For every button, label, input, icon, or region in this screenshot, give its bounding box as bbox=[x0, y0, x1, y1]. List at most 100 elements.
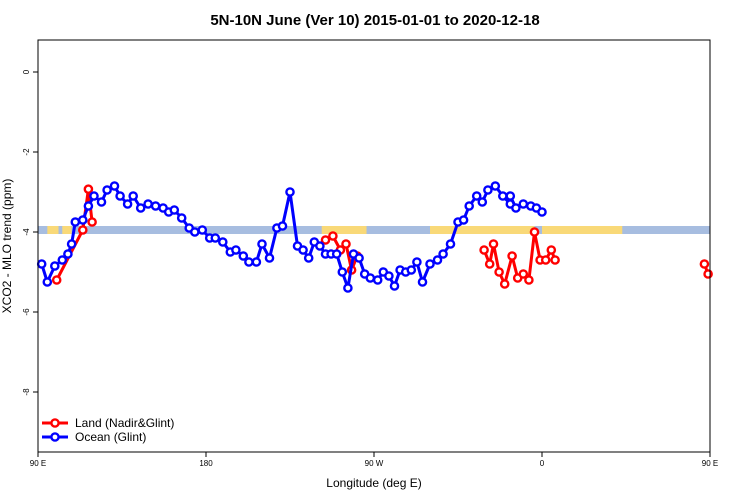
data-point bbox=[464, 201, 475, 211]
data-point bbox=[483, 185, 493, 195]
data-point bbox=[87, 217, 97, 227]
data-point bbox=[315, 241, 325, 251]
x-tick-label: 90 W bbox=[365, 459, 384, 468]
data-point bbox=[445, 239, 456, 249]
y-tick-label: 0 bbox=[22, 69, 31, 74]
data-point bbox=[507, 251, 517, 261]
data-point bbox=[51, 275, 62, 285]
data-point bbox=[341, 239, 351, 249]
data-point bbox=[384, 271, 394, 281]
data-point bbox=[372, 275, 383, 285]
data-point bbox=[494, 267, 504, 277]
land-band bbox=[321, 226, 367, 234]
data-point bbox=[102, 185, 112, 195]
land-band bbox=[62, 226, 72, 234]
data-point bbox=[471, 191, 482, 201]
data-point bbox=[343, 283, 353, 293]
data-point bbox=[425, 259, 435, 269]
data-point bbox=[303, 253, 314, 263]
y-axis: 0 -2 -4 -6 -8 bbox=[22, 69, 38, 396]
data-point bbox=[537, 207, 547, 217]
data-point bbox=[505, 191, 516, 201]
data-point bbox=[529, 227, 540, 237]
data-point bbox=[285, 187, 295, 197]
data-point bbox=[331, 249, 342, 259]
data-point bbox=[389, 281, 400, 291]
legend-swatch-marker bbox=[50, 418, 60, 428]
data-point bbox=[511, 203, 521, 213]
data-point bbox=[550, 255, 560, 265]
data-point bbox=[135, 203, 146, 213]
data-point bbox=[484, 259, 495, 269]
data-point bbox=[499, 279, 510, 289]
y-axis-label: XCO2 - MLO trend (ppm) bbox=[0, 179, 14, 314]
legend-label: Land (Nadir&Glint) bbox=[75, 416, 174, 430]
data-point bbox=[231, 245, 241, 255]
legend-label: Ocean (Glint) bbox=[75, 430, 146, 444]
data-point bbox=[36, 259, 47, 269]
data-point bbox=[109, 181, 120, 191]
data-point bbox=[217, 237, 228, 247]
data-point bbox=[66, 239, 77, 249]
legend-entry: Ocean (Glint) bbox=[42, 430, 146, 444]
data-point bbox=[176, 213, 187, 223]
data-point bbox=[432, 255, 443, 265]
data-point bbox=[277, 221, 288, 231]
data-point bbox=[238, 251, 249, 261]
data-point bbox=[143, 199, 153, 209]
data-point bbox=[78, 215, 88, 225]
data-point bbox=[328, 231, 338, 241]
data-point bbox=[42, 277, 53, 287]
y-tick-label: -6 bbox=[22, 308, 31, 316]
data-point bbox=[497, 191, 508, 201]
series-ocean bbox=[36, 181, 547, 293]
data-point bbox=[89, 191, 99, 201]
data-point bbox=[518, 269, 529, 279]
data-point bbox=[78, 225, 88, 235]
y-tick-label: -4 bbox=[22, 228, 31, 236]
data-point bbox=[524, 275, 534, 285]
land-ocean-mask bbox=[38, 226, 710, 234]
data-point bbox=[57, 255, 68, 265]
x-axis-label: Longitude (deg E) bbox=[326, 476, 421, 490]
x-tick-label: 90 E bbox=[30, 459, 46, 468]
data-point bbox=[115, 191, 125, 201]
data-point bbox=[546, 245, 557, 255]
data-point bbox=[298, 245, 308, 255]
data-point bbox=[150, 201, 161, 211]
land-band bbox=[47, 226, 59, 234]
chart-title: 5N-10N June (Ver 10) 2015-01-01 to 2020-… bbox=[210, 12, 539, 29]
series-layer bbox=[36, 181, 713, 293]
data-point bbox=[337, 267, 348, 277]
data-point bbox=[83, 201, 94, 211]
data-point bbox=[412, 257, 422, 267]
data-point bbox=[417, 277, 428, 287]
x-axis: 90 E 180 90 W 0 90 E bbox=[30, 452, 718, 468]
data-point bbox=[320, 235, 331, 245]
data-point bbox=[477, 197, 488, 207]
data-point bbox=[264, 253, 275, 263]
data-point bbox=[699, 259, 710, 269]
legend: Land (Nadir&Glint)Ocean (Glint) bbox=[42, 416, 174, 444]
data-point bbox=[458, 215, 469, 225]
x-tick-label: 0 bbox=[540, 459, 545, 468]
data-point bbox=[70, 217, 81, 227]
x-tick-label: 180 bbox=[199, 459, 213, 468]
data-point bbox=[197, 225, 208, 235]
data-point bbox=[488, 239, 499, 249]
data-point bbox=[703, 269, 713, 279]
series-land bbox=[51, 184, 713, 289]
data-point bbox=[479, 245, 489, 255]
data-point bbox=[50, 261, 60, 271]
data-point bbox=[169, 205, 180, 215]
data-point bbox=[438, 249, 448, 259]
data-point bbox=[490, 181, 501, 191]
y-tick-label: -2 bbox=[22, 148, 31, 156]
ocean-band bbox=[38, 226, 710, 234]
data-point bbox=[257, 239, 267, 249]
data-point bbox=[83, 184, 94, 194]
data-point bbox=[365, 273, 376, 283]
data-point bbox=[244, 257, 254, 267]
x-tick-label: 90 E bbox=[702, 459, 718, 468]
